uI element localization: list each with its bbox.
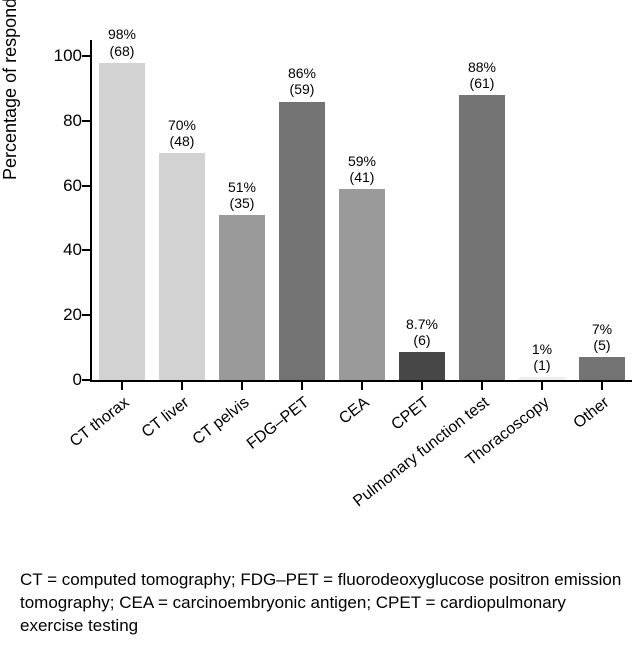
bar-value-label: 86%(59) xyxy=(288,65,316,97)
bar xyxy=(339,189,386,380)
bar xyxy=(519,377,566,380)
bar-value-pct: 59% xyxy=(348,153,376,169)
bar-value-label: 51%(35) xyxy=(228,179,256,211)
bar-value-label: 88%(61) xyxy=(468,59,496,91)
bar-value-pct: 8.7% xyxy=(406,316,438,332)
x-tick xyxy=(361,382,363,390)
bar-value-pct: 88% xyxy=(468,59,496,75)
bar-chart: Percentage of respondents 02040608010098… xyxy=(10,20,632,510)
x-tick-label: FDG–PET xyxy=(244,394,313,454)
x-tick xyxy=(301,382,303,390)
plot-area: 02040608010098%(68)CT thorax70%(48)CT li… xyxy=(90,40,632,382)
x-tick-label: CEA xyxy=(336,394,373,428)
x-tick xyxy=(181,382,183,390)
y-tick-label: 20 xyxy=(63,305,82,325)
caption-text: CT = computed tomography; FDG–PET = fluo… xyxy=(20,569,622,638)
y-tick-label: 0 xyxy=(73,370,82,390)
bar-value-n: (48) xyxy=(168,133,196,149)
x-tick xyxy=(601,382,603,390)
bar xyxy=(579,357,626,380)
bar-value-n: (61) xyxy=(468,75,496,91)
bar-value-n: (1) xyxy=(532,357,552,373)
bar-value-label: 1%(1) xyxy=(532,341,552,373)
bar-value-pct: 86% xyxy=(288,65,316,81)
y-tick-label: 80 xyxy=(63,111,82,131)
y-tick-label: 100 xyxy=(54,46,82,66)
x-tick-label: Other xyxy=(570,394,613,433)
x-tick-label: CPET xyxy=(388,394,433,434)
bar xyxy=(279,102,326,380)
bar-value-label: 8.7%(6) xyxy=(406,316,438,348)
y-axis-label: Percentage of respondents xyxy=(0,0,21,180)
x-tick-label: CT liver xyxy=(139,394,193,442)
x-tick xyxy=(481,382,483,390)
x-tick-label: CT thorax xyxy=(67,394,133,451)
bar-value-label: 7%(5) xyxy=(592,321,612,353)
bar xyxy=(219,215,266,380)
bar-value-pct: 98% xyxy=(108,26,136,42)
bar-value-label: 98%(68) xyxy=(108,26,136,58)
page: Percentage of respondents 02040608010098… xyxy=(0,0,642,658)
x-tick xyxy=(421,382,423,390)
bar-value-label: 59%(41) xyxy=(348,153,376,185)
x-tick xyxy=(121,382,123,390)
y-tick xyxy=(82,120,90,122)
bar-value-n: (5) xyxy=(592,337,612,353)
bar-value-pct: 7% xyxy=(592,321,612,337)
bar-value-pct: 70% xyxy=(168,117,196,133)
y-tick xyxy=(82,379,90,381)
bar xyxy=(159,153,206,380)
y-tick xyxy=(82,249,90,251)
bar-value-pct: 1% xyxy=(532,341,552,357)
bar-value-pct: 51% xyxy=(228,179,256,195)
y-tick-label: 60 xyxy=(63,176,82,196)
y-tick xyxy=(82,314,90,316)
bar-value-n: (41) xyxy=(348,169,376,185)
bar xyxy=(459,95,506,380)
bar-value-n: (6) xyxy=(406,332,438,348)
bar xyxy=(399,352,446,380)
y-tick xyxy=(82,55,90,57)
x-tick-label: CT pelvis xyxy=(190,394,253,449)
bar-value-n: (68) xyxy=(108,43,136,59)
x-tick xyxy=(241,382,243,390)
bar-value-n: (35) xyxy=(228,195,256,211)
y-tick xyxy=(82,185,90,187)
x-tick xyxy=(541,382,543,390)
bar-value-n: (59) xyxy=(288,81,316,97)
bar-value-label: 70%(48) xyxy=(168,117,196,149)
bar xyxy=(99,63,146,380)
y-tick-label: 40 xyxy=(63,240,82,260)
